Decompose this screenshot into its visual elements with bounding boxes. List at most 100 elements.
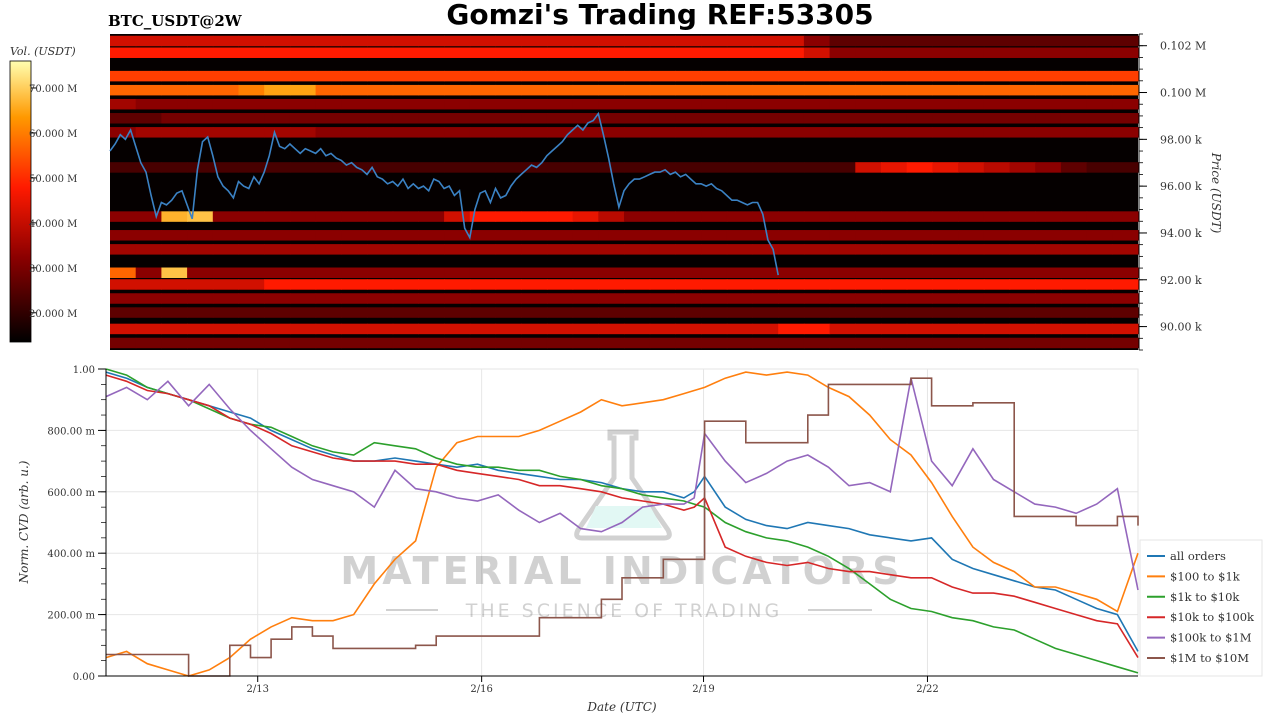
heatmap-cell <box>495 127 522 138</box>
heatmap-cell <box>983 162 1011 173</box>
heatmap-cell <box>624 244 651 255</box>
heatmap-cell <box>238 230 265 241</box>
heatmap-cell <box>881 47 908 58</box>
heatmap-cell <box>778 127 805 138</box>
heatmap-cell <box>829 98 856 110</box>
heatmap-cell <box>469 244 497 255</box>
heatmap-cell <box>906 162 933 173</box>
heatmap-cell <box>392 47 419 58</box>
heatmap-cell <box>289 230 317 241</box>
heatmap-cell <box>289 35 317 47</box>
heatmap-cell <box>803 98 831 110</box>
heatmap-cell <box>675 84 702 96</box>
heatmap-cell <box>1035 47 1062 58</box>
heatmap-cell <box>983 307 1011 318</box>
heatmap-cell <box>469 98 497 110</box>
heatmap-cell <box>367 84 394 96</box>
heatmap-cell <box>469 279 497 290</box>
heatmap-cell <box>572 293 599 304</box>
heatmap-cell <box>598 127 625 138</box>
heatmap-cell <box>983 267 1011 279</box>
heatmap-cell <box>932 230 959 241</box>
heatmap-cell <box>1112 293 1139 304</box>
heatmap-cell <box>161 307 188 318</box>
heatmap-cell <box>906 211 933 222</box>
heatmap-cell <box>1035 307 1062 318</box>
heatmap-cell <box>1086 293 1113 304</box>
heatmap-cell <box>932 47 959 58</box>
cvd-x-tick-label: 2/13 <box>246 684 268 695</box>
heatmap-cell <box>444 98 471 110</box>
heatmap-cell <box>752 244 779 255</box>
heatmap-cell <box>521 267 548 279</box>
heatmap-cell <box>983 230 1011 241</box>
colorbar-label: Vol. (USDT) <box>10 45 76 58</box>
heatmap-cell <box>315 98 342 110</box>
heatmap-cell <box>495 47 522 58</box>
heatmap-cell <box>546 307 574 318</box>
heatmap-cell <box>1112 211 1139 222</box>
heatmap-cell <box>598 70 625 82</box>
colorbar-tick-label: 20.000 M <box>29 309 77 320</box>
heatmap-cell <box>752 35 779 47</box>
heatmap-cell <box>1009 47 1036 58</box>
heatmap-cell <box>701 113 728 124</box>
cvd-x-tick-label: 2/19 <box>692 684 714 695</box>
heatmap-cell <box>1086 47 1113 58</box>
heatmap-cell <box>1009 113 1036 124</box>
heatmap-cell <box>572 337 599 349</box>
heatmap-cell <box>238 84 265 96</box>
heatmap-cell <box>803 323 831 335</box>
heatmap-cell <box>958 127 985 138</box>
heatmap-cell <box>624 70 651 82</box>
heatmap-cell <box>649 127 676 138</box>
heatmap-cell <box>1060 211 1088 222</box>
heatmap-cell <box>726 127 754 138</box>
heatmap-cell <box>469 293 497 304</box>
heatmap-cell <box>135 244 162 255</box>
heatmap-cell <box>495 267 522 279</box>
heatmap-cell <box>1035 211 1062 222</box>
heatmap-cell <box>1086 211 1113 222</box>
heatmap-cell <box>187 267 214 279</box>
heatmap-cell <box>264 84 291 96</box>
heatmap-cell <box>778 279 805 290</box>
heatmap-cell <box>289 244 317 255</box>
heatmap-cell <box>778 307 805 318</box>
heatmap-cell <box>418 230 445 241</box>
heatmap-cell <box>855 84 882 96</box>
cvd-y-tick-label: 800.00 m <box>47 426 95 437</box>
heatmap-cell <box>1035 35 1062 47</box>
heatmap-cell <box>1086 113 1113 124</box>
heatmap-cell <box>881 162 908 173</box>
heatmap-cell <box>264 337 291 349</box>
heatmap-cell <box>469 323 497 335</box>
heatmap-cell <box>521 211 548 222</box>
colorbar-tick-label: 40.000 M <box>29 219 77 230</box>
heatmap-cell <box>1060 84 1088 96</box>
heatmap-cell <box>264 47 291 58</box>
heatmap-cell <box>855 98 882 110</box>
heatmap-cell <box>752 211 779 222</box>
heatmap-cell <box>855 293 882 304</box>
heatmap-cell <box>958 307 985 318</box>
price-tick-label: 98.00 k <box>1160 133 1202 146</box>
heatmap-cell <box>238 35 265 47</box>
heatmap-cell <box>264 279 291 290</box>
heatmap-cell <box>1112 70 1139 82</box>
heatmap-cell <box>418 70 445 82</box>
heatmap-cell <box>315 113 342 124</box>
heatmap-cell <box>521 244 548 255</box>
heatmap-cell <box>187 293 214 304</box>
heatmap-cell <box>238 307 265 318</box>
heatmap-cell <box>238 98 265 110</box>
heatmap-cell <box>752 323 779 335</box>
heatmap-cell <box>187 47 214 58</box>
heatmap-cell <box>264 98 291 110</box>
heatmap-cell <box>906 244 933 255</box>
heatmap-cell <box>161 127 188 138</box>
heatmap-cell <box>1035 323 1062 335</box>
heatmap-cell <box>855 323 882 335</box>
heatmap-cell <box>341 307 368 318</box>
